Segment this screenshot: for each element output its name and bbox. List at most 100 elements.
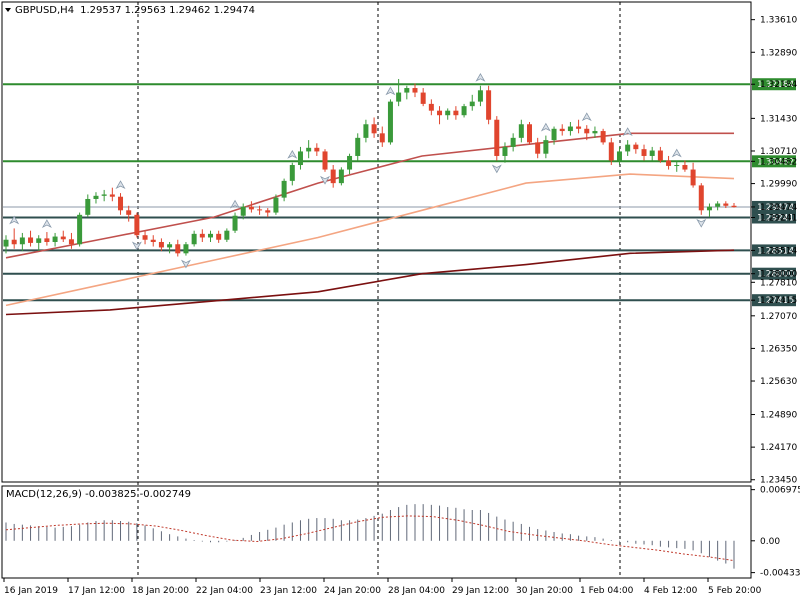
candle <box>199 229 205 242</box>
candle <box>715 201 721 211</box>
candle <box>11 228 17 249</box>
level-price-tag <box>752 244 796 257</box>
candle <box>150 235 156 247</box>
time-tick-label: 16 Jan 2019 <box>4 586 58 596</box>
candle <box>363 119 369 143</box>
candle <box>649 146 655 161</box>
candle <box>347 153 353 175</box>
candle <box>420 88 426 107</box>
candle <box>445 108 451 120</box>
moving-average-line-2 <box>5 173 735 307</box>
candle <box>224 228 230 242</box>
candle <box>338 167 344 186</box>
candle <box>85 194 91 218</box>
candle <box>281 178 287 202</box>
candle <box>592 126 598 138</box>
candle <box>674 161 680 172</box>
candle <box>322 149 328 172</box>
candle <box>477 85 483 107</box>
candle <box>551 126 557 145</box>
level-price-tag <box>752 211 796 224</box>
candle <box>666 155 672 170</box>
level-price-tag <box>752 78 796 91</box>
chart-title: GBPUSD,H4 1.29537 1.29563 1.29462 1.29474 <box>15 5 255 16</box>
price-tick-label: 1.32184 <box>760 80 797 90</box>
price-tick-label: 1.24890 <box>760 411 797 421</box>
current-price-tag <box>752 200 796 213</box>
candle <box>723 201 729 209</box>
price-tick-label: 1.27415 <box>760 296 797 306</box>
time-tick-label: 23 Jan 12:00 <box>260 586 317 596</box>
candle <box>535 137 541 159</box>
candle <box>355 133 361 161</box>
candle <box>273 194 279 215</box>
fractal-up-arrow-icon <box>385 86 396 96</box>
level-price-tag <box>752 155 796 168</box>
support-resistance-levels: 1.32184 1.30482 1.29241 1.28514 1.28000 1.274… <box>3 78 796 307</box>
candle <box>207 230 213 242</box>
candle <box>3 235 9 254</box>
price-tick-label: 1.33610 <box>760 16 797 26</box>
candle <box>109 187 115 202</box>
candle <box>633 142 639 154</box>
candle <box>379 126 385 147</box>
candle <box>191 230 197 247</box>
price-tick-label: 1.29241 <box>760 214 797 224</box>
candle <box>289 162 295 186</box>
candle <box>52 232 58 247</box>
price-tick-label: 1.29474 <box>760 203 797 213</box>
candle <box>175 239 181 257</box>
time-tick-label: 18 Jan 20:00 <box>132 586 189 596</box>
candle <box>158 238 164 252</box>
time-tick-label: 1 Feb 04:00 <box>580 586 634 596</box>
time-tick-label: 29 Jan 12:00 <box>452 586 509 596</box>
fractal-down-arrow-icon <box>491 164 502 174</box>
level-label: 1.30482 <box>757 157 794 167</box>
fractal-up-arrow-icon <box>622 127 633 137</box>
fractal-up-arrow-icon <box>9 215 20 225</box>
level-label: 1.27415 <box>757 296 794 306</box>
candle <box>297 146 303 170</box>
candle <box>698 183 704 215</box>
candle <box>731 203 737 208</box>
current-price-label: 1.29474 <box>757 203 794 213</box>
candle <box>387 99 393 145</box>
time-tick-label: 24 Jan 20:00 <box>324 586 381 596</box>
time-tick-label: 4 Feb 12:00 <box>644 586 698 596</box>
candle <box>453 106 459 120</box>
candle <box>101 189 107 202</box>
candle <box>167 242 173 254</box>
macd-tick-label: -0.004339 <box>760 569 800 579</box>
candle <box>314 143 320 156</box>
macd-indicator: 0.006975 0.00 -0.004339 <box>5 486 800 579</box>
fractal-down-arrow-icon <box>696 218 707 228</box>
price-tick-label: 1.27070 <box>760 312 797 322</box>
candle <box>625 140 631 156</box>
price-tick-label: 1.26350 <box>760 344 797 354</box>
candle <box>584 125 590 141</box>
candle <box>461 103 467 118</box>
price-axis: 1.33610 1.32890 1.32184 1.31430 1.307101.304… <box>751 16 797 486</box>
candle <box>576 119 582 134</box>
candle <box>567 122 573 136</box>
macd-title: MACD(12,26,9) -0.003825 -0.002749 <box>6 489 191 500</box>
chart-menu-triangle-icon[interactable] <box>5 8 11 12</box>
moving-average-line-3 <box>5 249 735 316</box>
candle <box>134 212 140 238</box>
candle <box>543 135 549 159</box>
fractal-down-arrow-icon <box>180 259 191 269</box>
price-tick-label: 1.29990 <box>760 180 797 190</box>
fractal-up-arrow-icon <box>41 219 52 228</box>
fractal-up-arrow-icon <box>230 199 241 209</box>
candle <box>216 230 222 243</box>
fractal-up-arrow-icon <box>287 149 298 159</box>
macd-panel-frame <box>1 485 752 579</box>
level-label: 1.28514 <box>757 246 794 256</box>
price-tick-label: 1.28514 <box>760 246 797 256</box>
fractal-down-arrow-icon <box>131 241 142 251</box>
candle <box>60 230 66 242</box>
fractal-up-arrow-icon <box>115 180 126 190</box>
candle <box>257 205 263 215</box>
price-tick-label: 1.24170 <box>760 443 797 453</box>
fractal-up-arrow-icon <box>671 148 682 158</box>
